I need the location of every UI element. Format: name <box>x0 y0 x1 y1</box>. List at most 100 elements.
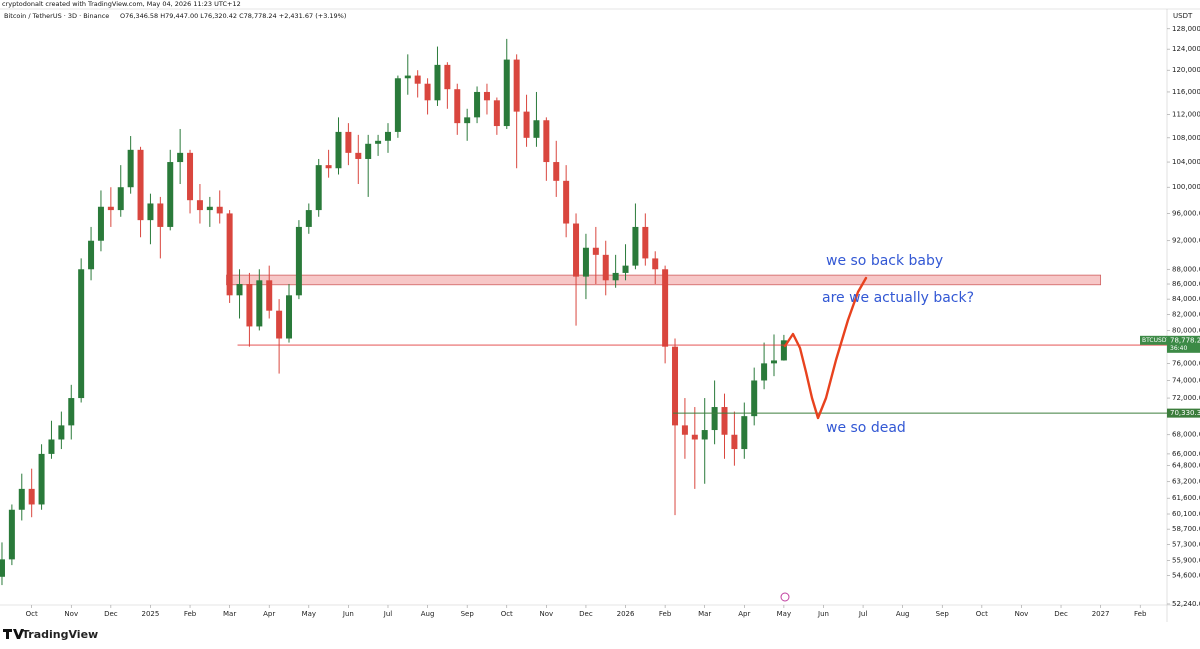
candle-body <box>672 346 679 426</box>
candle-body <box>493 100 500 127</box>
candle-body <box>355 152 362 159</box>
candle-body <box>642 226 649 259</box>
countdown: 36:40 <box>1170 345 1187 352</box>
candle-body <box>246 284 253 327</box>
candle-body <box>414 75 421 84</box>
candle-body <box>662 269 669 347</box>
x-tick-label: Nov <box>1015 610 1029 618</box>
y-tick-label: 68,000.00 <box>1172 431 1200 439</box>
candle-body <box>454 89 461 124</box>
candle-body <box>652 258 659 270</box>
x-tick-label: Dec <box>579 610 593 618</box>
x-tick-label: 2026 <box>617 610 635 618</box>
x-tick-label: Feb <box>1134 610 1147 618</box>
candle-body <box>622 265 629 273</box>
y-tick-label: 76,000.00 <box>1172 359 1200 367</box>
candle-body <box>770 360 777 364</box>
y-tick-label: 52,240.00 <box>1172 600 1200 608</box>
x-tick-label: 2027 <box>1092 610 1110 618</box>
y-tick-label: 120,000.00 <box>1172 66 1200 74</box>
x-tick-label: Jun <box>342 610 354 618</box>
candle-body <box>483 91 490 101</box>
x-tick-label: Oct <box>501 610 513 618</box>
candle-body <box>236 284 243 296</box>
candle-body <box>681 425 688 435</box>
candle-body <box>394 78 401 132</box>
last-price-label: 78,778.24 <box>1170 336 1200 344</box>
x-tick-label: Jul <box>383 610 393 618</box>
candle-body <box>741 416 748 450</box>
x-tick-label: Oct <box>26 610 38 618</box>
candle-body <box>157 203 164 227</box>
candle-body <box>563 180 570 224</box>
x-tick-label: Dec <box>104 610 118 618</box>
x-tick-label: Nov <box>540 610 554 618</box>
candle-body <box>256 280 263 327</box>
y-tick-label: 64,800.00 <box>1172 462 1200 470</box>
y-tick-label: 108,000.00 <box>1172 134 1200 142</box>
y-tick-label: 116,000.00 <box>1172 88 1200 96</box>
price-line-label: 70,330.38 <box>1170 409 1200 417</box>
y-tick-label: 74,000.00 <box>1172 376 1200 384</box>
chart-title: Bitcoin / TetherUS · 3D · Binance <box>4 12 109 20</box>
candle-body <box>58 425 65 440</box>
candle-body <box>573 223 580 277</box>
candle-body <box>0 559 5 577</box>
candle-body <box>97 206 104 241</box>
annotation: we so dead <box>826 420 906 436</box>
candle-body <box>137 149 144 221</box>
candle-body <box>216 206 223 214</box>
x-tick-label: May <box>302 610 316 618</box>
candle-body <box>167 162 174 227</box>
candle-body <box>691 434 698 440</box>
candle-body <box>365 143 372 159</box>
x-tick-label: 2025 <box>142 610 160 618</box>
x-tick-label: Apr <box>263 610 275 618</box>
candle-body <box>315 165 322 211</box>
candle-body <box>375 140 382 144</box>
candle-body <box>68 398 75 426</box>
x-tick-label: Jun <box>817 610 829 618</box>
candle-body <box>513 59 520 112</box>
x-tick-label: Dec <box>1054 610 1068 618</box>
candle-body <box>48 439 55 454</box>
y-tick-label: 80,000.00 <box>1172 326 1200 334</box>
candle-body <box>404 75 411 79</box>
candle-body <box>325 165 332 169</box>
x-tick-label: Aug <box>421 610 435 618</box>
candle-body <box>711 407 718 431</box>
y-tick-label: 86,000.00 <box>1172 280 1200 288</box>
candle-body <box>226 213 233 296</box>
candle-body <box>721 407 728 435</box>
candle-body <box>464 117 471 124</box>
candle-body <box>503 59 510 127</box>
candle-body <box>206 206 213 211</box>
candle-body <box>602 254 609 281</box>
x-tick-label: Aug <box>896 610 910 618</box>
x-tick-label: Feb <box>184 610 197 618</box>
ohlc-readout: O76,346.58 H79,447.00 L76,320.42 C78,778… <box>120 12 346 20</box>
candle-body <box>582 247 589 277</box>
y-tick-label: 72,000.00 <box>1172 394 1200 402</box>
candle-body <box>780 340 787 361</box>
y-tick-label: 124,000.00 <box>1172 45 1200 53</box>
x-tick-label: Sep <box>936 610 950 618</box>
candle-body <box>286 295 293 339</box>
y-tick-label: 92,000.00 <box>1172 237 1200 245</box>
y-tick-label: 61,600.00 <box>1172 494 1200 502</box>
last-price-tag <box>1167 335 1200 353</box>
candle-body <box>78 269 85 399</box>
y-tick-label: 88,000.00 <box>1172 265 1200 273</box>
candle-body <box>612 272 619 281</box>
candle-body <box>187 152 194 201</box>
candle-body <box>701 430 708 440</box>
x-tick-label: Nov <box>64 610 78 618</box>
y-tick-label: 54,600.00 <box>1172 572 1200 580</box>
branding: TradingView <box>22 628 98 641</box>
event-icon[interactable] <box>780 592 790 602</box>
candle-body <box>196 200 203 211</box>
hand-drawn-path <box>783 276 868 420</box>
candle-body <box>117 187 124 211</box>
